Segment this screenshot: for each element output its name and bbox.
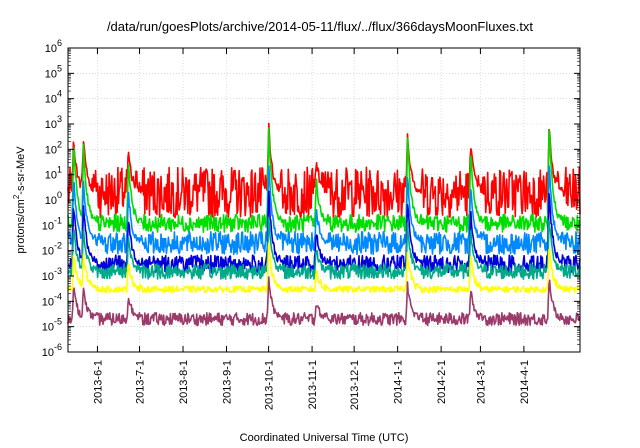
y-tick-label: 10-6 xyxy=(42,342,62,359)
x-tick-label: 2013-8-1 xyxy=(178,360,190,404)
y-axis-label-suffix: -s-sr-MeV xyxy=(15,146,27,195)
x-tick-label: 2013-6-1 xyxy=(92,360,104,404)
y-tick-label: 101 xyxy=(45,165,62,182)
series-line xyxy=(67,122,581,219)
y-tick-label: 100 xyxy=(45,190,62,207)
x-axis: 2013-6-1 2013-7-1 2013-8-1 2013-9-1 2013-10-… xyxy=(92,48,531,410)
series-line xyxy=(67,276,581,327)
y-tick-label: 103 xyxy=(45,114,62,131)
y-axis: 10-6 10-5 10-4 10-3 10-2 10-1 100 101 102 103 104 1… xyxy=(42,38,580,359)
x-tick-label: 2014-3-1 xyxy=(475,360,487,404)
x-tick-label: 2014-2-1 xyxy=(436,360,448,404)
x-tick-label: 2013-12-1 xyxy=(349,360,361,410)
x-axis-label: Coordinated Universal Time (UTC) xyxy=(240,432,409,444)
series-line xyxy=(67,165,581,256)
y-tick-label: 10-4 xyxy=(42,291,62,308)
y-axis-label-sup: 2 xyxy=(12,194,21,199)
x-tick-label: 2013-7-1 xyxy=(135,360,147,404)
y-tick-label: 102 xyxy=(45,139,62,156)
y-tick-label: 106 xyxy=(45,38,62,55)
series-layer xyxy=(67,122,581,327)
y-tick-label: 10-2 xyxy=(42,241,62,258)
series-line xyxy=(67,216,581,280)
y-tick-label: 10-1 xyxy=(42,215,62,232)
chart-title: /data/run/goesPlots/archive/2014-05-11/f… xyxy=(106,19,534,34)
y-tick-label: 104 xyxy=(45,89,62,106)
series-line xyxy=(67,127,581,233)
y-tick-label: 10-5 xyxy=(42,317,62,334)
x-tick-label: 2013-9-1 xyxy=(222,360,234,404)
y-tick-label: 105 xyxy=(45,63,62,80)
x-tick-label: 2013-11-1 xyxy=(307,360,319,409)
x-tick-label: 2013-10-1 xyxy=(264,360,276,410)
x-tick-label: 2014-1-1 xyxy=(393,360,405,404)
series-line xyxy=(67,242,581,294)
series-line xyxy=(67,190,581,274)
y-axis-label: protons/cm2-s-sr-MeV xyxy=(12,146,27,254)
y-tick-label: 10-3 xyxy=(42,266,62,283)
y-axis-label-prefix: protons/cm xyxy=(15,199,27,253)
x-tick-label: 2014-4-1 xyxy=(519,360,531,404)
